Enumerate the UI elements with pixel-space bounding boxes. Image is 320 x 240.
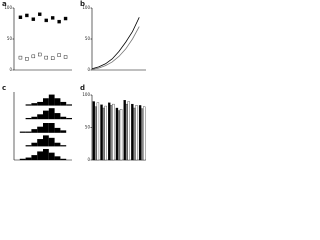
bar bbox=[94, 106, 98, 161]
histogram-bar bbox=[66, 104, 72, 106]
dot bbox=[63, 16, 68, 21]
histogram-bar bbox=[43, 123, 49, 133]
histogram-bar bbox=[25, 157, 32, 160]
y-tick-label: 50 bbox=[85, 125, 91, 130]
bar bbox=[112, 103, 115, 161]
histogram-bar bbox=[48, 152, 55, 160]
histogram-bar bbox=[43, 98, 49, 106]
dot bbox=[25, 57, 29, 61]
bar bbox=[110, 105, 113, 161]
bar bbox=[117, 110, 121, 161]
histogram-bar bbox=[54, 156, 61, 160]
histogram-bar bbox=[19, 158, 26, 160]
bar bbox=[127, 101, 130, 161]
dot bbox=[38, 12, 42, 16]
dot bbox=[31, 17, 36, 21]
histogram-bar bbox=[37, 151, 43, 160]
histogram-bar bbox=[60, 158, 67, 160]
histogram-bar bbox=[43, 110, 49, 120]
bar bbox=[138, 105, 142, 161]
y-tick-label: 100 bbox=[82, 92, 90, 97]
bar bbox=[108, 102, 111, 161]
y-tick-label: 0 bbox=[87, 67, 90, 72]
bar bbox=[125, 103, 128, 161]
dot bbox=[57, 19, 61, 24]
dot bbox=[57, 53, 61, 57]
dot bbox=[38, 52, 42, 57]
histogram-bar bbox=[54, 98, 61, 106]
histogram-bar bbox=[37, 126, 43, 133]
histogram-bar bbox=[48, 137, 55, 147]
bar bbox=[135, 105, 138, 161]
dot bbox=[50, 16, 55, 20]
bar bbox=[102, 107, 105, 161]
dot bbox=[31, 54, 36, 59]
histogram-bar bbox=[54, 113, 61, 120]
dot bbox=[44, 18, 48, 23]
histogram-bar bbox=[31, 155, 38, 160]
histogram-bar bbox=[48, 123, 55, 133]
y-tick-label: 0 bbox=[87, 157, 90, 162]
histogram-bar bbox=[37, 139, 43, 147]
histogram-bar bbox=[25, 104, 32, 106]
histogram-bar bbox=[60, 130, 67, 133]
bar bbox=[100, 104, 103, 161]
histogram-bar bbox=[48, 94, 55, 106]
bar bbox=[104, 105, 107, 161]
dot bbox=[18, 55, 23, 60]
y-tick-label: 100 bbox=[4, 5, 12, 10]
histogram-bar bbox=[37, 114, 43, 120]
histogram-bar bbox=[60, 116, 67, 120]
histogram-bar bbox=[25, 145, 32, 147]
bar bbox=[115, 107, 119, 161]
histogram-bar bbox=[25, 131, 32, 133]
histogram-bar bbox=[31, 116, 38, 120]
bar bbox=[140, 108, 144, 161]
dot bbox=[50, 56, 55, 60]
bar bbox=[123, 100, 126, 161]
histogram-bar bbox=[48, 108, 55, 120]
bar bbox=[92, 101, 95, 161]
bar bbox=[143, 106, 146, 161]
histogram-bar bbox=[37, 101, 43, 106]
dot bbox=[63, 55, 68, 59]
y-tick-label: 0 bbox=[9, 67, 12, 72]
histogram-bar bbox=[25, 117, 32, 120]
bar bbox=[119, 109, 123, 161]
page: {"chart_data": [ {"type": "scatter", "la… bbox=[2, 0, 146, 162]
histogram-bar bbox=[66, 117, 72, 120]
histogram-bar bbox=[31, 103, 38, 106]
dot bbox=[18, 15, 23, 20]
histogram-bar bbox=[19, 131, 26, 133]
panel-label: d bbox=[80, 84, 85, 92]
histogram-bar bbox=[43, 148, 49, 160]
histogram-bar bbox=[43, 135, 49, 147]
histogram-bar bbox=[60, 101, 67, 106]
histogram-bar bbox=[31, 142, 38, 147]
y-tick-label: 100 bbox=[82, 5, 90, 10]
dot bbox=[25, 13, 29, 18]
panel-label: a bbox=[2, 0, 7, 8]
series-line bbox=[91, 17, 140, 70]
series-line bbox=[91, 26, 140, 70]
histogram-bar bbox=[54, 127, 61, 133]
y-tick-label: 50 bbox=[7, 36, 13, 41]
panel-label: c bbox=[2, 84, 6, 92]
dot bbox=[44, 55, 48, 60]
bar bbox=[96, 102, 100, 161]
histogram-bar bbox=[60, 145, 67, 147]
y-tick-label: 50 bbox=[85, 36, 91, 41]
histogram-bar bbox=[31, 129, 38, 133]
panel-label: b bbox=[80, 0, 85, 8]
histogram-bar bbox=[54, 142, 61, 147]
bar bbox=[131, 103, 134, 161]
bar bbox=[133, 107, 136, 161]
